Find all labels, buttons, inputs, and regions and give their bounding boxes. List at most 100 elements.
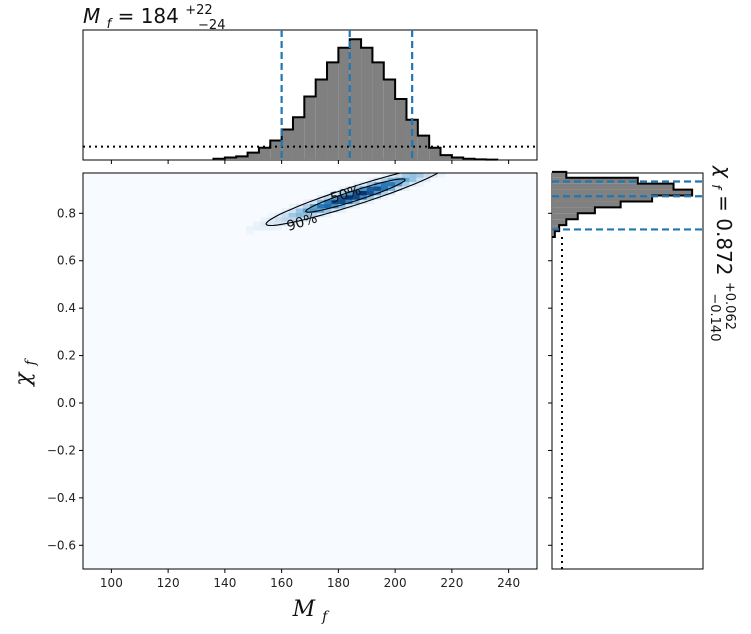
density-cell xyxy=(253,221,261,227)
density-cell xyxy=(295,217,304,222)
density-cell xyxy=(380,181,389,187)
density-cell xyxy=(310,217,318,222)
density-cell xyxy=(246,225,254,231)
y-tick-label: 0.4 xyxy=(57,301,76,315)
density-cell xyxy=(267,225,275,231)
density-cell xyxy=(423,173,431,178)
top-title-value: 184 xyxy=(141,4,179,28)
density-cell xyxy=(366,195,375,200)
top-hist-bar xyxy=(304,96,316,160)
y-tick-label: 0.8 xyxy=(57,206,76,220)
density-cell xyxy=(302,199,311,205)
right-title-value: 0.872 xyxy=(712,218,736,275)
density-cell xyxy=(324,199,332,205)
y-tick-label: −0.6 xyxy=(47,538,76,552)
joint-panel: 50%90% 100 120 140 160 180 200 220 240 −0.6−0.4… xyxy=(11,172,538,625)
y-tick-label: −0.4 xyxy=(47,491,76,505)
density-cell xyxy=(310,199,318,205)
joint-panel-frame xyxy=(82,172,538,570)
right-hist-bar xyxy=(552,201,621,208)
density-cell xyxy=(345,195,353,200)
x-tick-label: 100 xyxy=(100,576,123,590)
density-cell xyxy=(331,203,339,209)
top-hist-bar xyxy=(429,147,441,160)
density-cell xyxy=(395,177,403,183)
y-tick-label: −0.2 xyxy=(47,443,76,457)
density-cell xyxy=(359,181,368,187)
density-cell xyxy=(366,190,375,196)
density-cell xyxy=(388,177,396,183)
density-cell xyxy=(331,208,339,213)
density-cell xyxy=(310,212,318,218)
right-histogram xyxy=(548,170,703,569)
contour-line xyxy=(265,173,439,227)
joint-panel-background xyxy=(83,173,537,569)
top-title: M f = 184 +22 −24 xyxy=(83,0,225,33)
right-hist-bar xyxy=(552,231,555,238)
top-title-var: M xyxy=(83,4,100,28)
density-cell xyxy=(288,212,297,218)
right-hist-bar xyxy=(552,177,638,184)
density-cell xyxy=(352,199,360,205)
y-axis-ticks: −0.6 −0.4 −0.2 0.0 0.2 0.4 0.6 0.8 xyxy=(47,206,83,552)
x-tick-label: 160 xyxy=(270,576,293,590)
x-tick-label: 240 xyxy=(497,576,520,590)
density-cell xyxy=(260,221,268,227)
density-cell xyxy=(416,173,424,178)
top-title-plus: +22 xyxy=(185,3,212,18)
right-title-eq: = xyxy=(712,195,736,218)
density-cell xyxy=(324,208,332,213)
top-hist-bar xyxy=(236,156,248,160)
density-cell xyxy=(338,208,346,213)
top-hist-bar xyxy=(270,140,282,160)
right-marginal-panel: χ f = 0.872 +0.062 −0.140 xyxy=(548,165,737,570)
top-hist-bar xyxy=(383,79,396,160)
x-tick-label: 120 xyxy=(157,576,180,590)
right-panel-frame xyxy=(551,172,704,570)
density-cell xyxy=(380,195,389,200)
density-cell xyxy=(345,190,353,196)
density-cell xyxy=(324,195,332,200)
density-cell xyxy=(338,186,346,191)
top-hist-bar xyxy=(292,117,305,160)
top-title-eq: = xyxy=(118,4,141,28)
top-hist-bar xyxy=(406,119,418,160)
right-hist-bar xyxy=(552,189,693,196)
top-hist-bar xyxy=(258,147,271,160)
top-title-sub: f xyxy=(107,17,114,32)
joint-density xyxy=(246,173,446,235)
top-hist-bar xyxy=(315,79,328,160)
x-tick-label: 200 xyxy=(384,576,407,590)
density-cell xyxy=(288,221,297,227)
density-cell xyxy=(402,173,410,178)
density-cell xyxy=(302,212,311,218)
density-cell xyxy=(338,199,346,205)
density-cell xyxy=(359,186,368,191)
density-cell xyxy=(352,203,360,209)
density-cell xyxy=(380,177,389,183)
density-cell xyxy=(402,186,410,191)
density-cell xyxy=(281,212,290,218)
density-cell xyxy=(359,195,368,200)
density-cell xyxy=(338,190,346,196)
density-cell xyxy=(281,217,290,222)
x-axis-title-var: M xyxy=(292,597,316,622)
top-hist-bar xyxy=(372,62,384,160)
y-tick-label: 0.6 xyxy=(57,254,76,268)
top-hist-bar xyxy=(247,152,259,160)
density-cell xyxy=(359,190,368,196)
x-tick-label: 220 xyxy=(440,576,463,590)
y-axis-title-sub: f xyxy=(23,357,39,366)
density-cell xyxy=(295,221,304,227)
right-title-var: χ xyxy=(712,165,736,179)
density-cell xyxy=(366,186,375,191)
density-cell xyxy=(388,181,396,187)
top-hist-bar xyxy=(281,129,293,160)
right-title-plus: +0.062 xyxy=(722,282,737,330)
top-hist-bar xyxy=(338,47,350,161)
density-cell xyxy=(288,208,297,213)
top-hist-outline xyxy=(212,38,499,161)
density-cell xyxy=(288,203,297,209)
density-cell xyxy=(324,203,332,209)
